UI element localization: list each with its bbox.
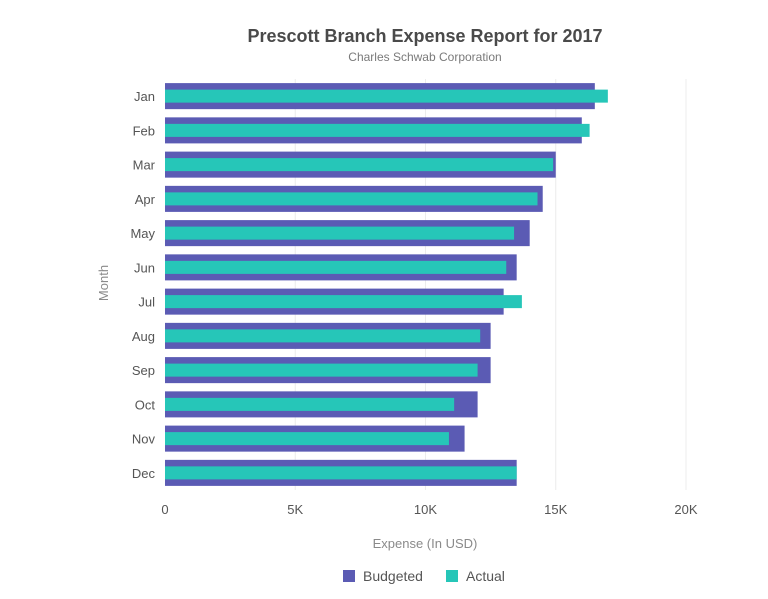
legend-label: Actual [466,568,505,584]
legend-item[interactable]: Budgeted [343,568,423,584]
bar-actual[interactable] [165,397,455,411]
x-axis-title: Expense (In USD) [373,536,478,551]
bar-actual[interactable] [165,123,590,137]
bar-actual[interactable] [165,432,449,446]
y-tick-label: Mar [133,158,156,173]
x-tick-labels: 0 5K 10K 15K 20K [161,502,698,517]
chart-subtitle: Charles Schwab Corporation [348,50,501,64]
legend-item[interactable]: Actual [446,568,505,584]
y-tick-label: Jan [134,89,155,104]
y-tick-label: Jun [134,260,155,275]
y-tick-label: Nov [132,432,156,447]
chart-title: Prescott Branch Expense Report for 2017 [247,26,602,46]
x-tick-label: 10K [414,502,437,517]
x-tick-label: 15K [544,502,567,517]
legend-label: Budgeted [363,568,423,584]
grid-lines [294,79,687,490]
x-tick-label: 5K [287,502,303,517]
y-tick-label: Oct [135,397,156,412]
legend-swatch [343,570,355,582]
bar-actual[interactable] [165,260,507,274]
bar-actual[interactable] [165,192,538,206]
y-tick-label: Sep [132,363,155,378]
bar-actual[interactable] [165,226,515,240]
x-tick-label: 20K [674,502,697,517]
y-tick-label: Aug [132,329,155,344]
y-tick-labels: Jan Feb Mar Apr May Jun Jul Aug Sep Oct Nov Dec [130,89,155,481]
y-tick-label: May [130,226,155,241]
bars [165,83,608,486]
bar-actual[interactable] [165,363,478,377]
y-tick-label: Apr [135,192,156,207]
y-tick-label: Dec [132,466,156,481]
y-tick-label: Feb [133,123,155,138]
legend: Budgeted Actual [343,568,505,584]
y-tick-label: Jul [138,295,155,310]
bar-actual[interactable] [165,89,608,103]
bar-actual[interactable] [165,466,517,480]
x-tick-label: 0 [161,502,168,517]
bar-actual[interactable] [165,158,554,172]
bar-actual[interactable] [165,295,522,309]
bar-actual[interactable] [165,329,481,343]
legend-swatch [446,570,458,582]
y-axis-title: Month [96,265,111,301]
